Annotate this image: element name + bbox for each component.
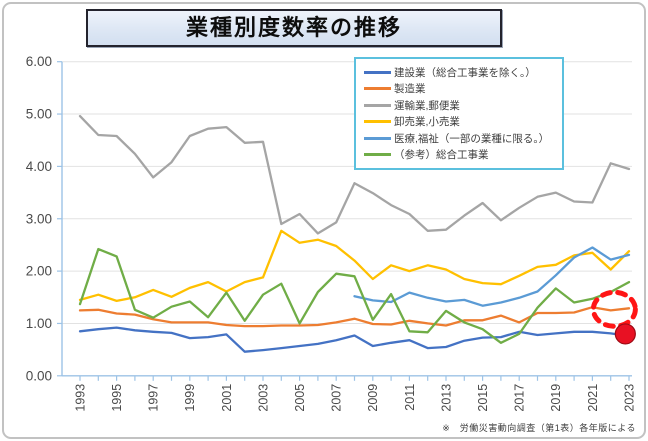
- legend-label: 建設業（総合工事業を除く。）: [394, 66, 536, 79]
- x-axis-label: 2011: [403, 384, 417, 411]
- x-axis-label: 1999: [183, 384, 197, 412]
- series-line: [353, 246, 631, 307]
- series-line: [78, 229, 631, 303]
- legend-line-swatch: [364, 70, 391, 74]
- x-axis-label: 1995: [110, 384, 124, 412]
- y-axis-label: 3.00: [26, 211, 52, 226]
- legend-item: 医療,福祉（一部の業種に限る。）: [364, 130, 556, 147]
- legend-item: 卸売業,小売業: [364, 114, 556, 131]
- x-axis-label: 2013: [439, 384, 453, 412]
- legend-label: （参考）総合工事業: [394, 149, 489, 162]
- y-axis-label: 4.00: [26, 159, 52, 174]
- legend-item: 運輸業,郵便業: [364, 97, 556, 114]
- x-axis-label: 2007: [330, 384, 344, 412]
- highlight-dashed-circle: [590, 289, 638, 329]
- y-axis-label: 6.00: [26, 54, 52, 69]
- legend-label: 医療,福祉（一部の業種に限る。）: [394, 132, 550, 145]
- series-line: [78, 114, 631, 235]
- legend-item: （参考）総合工事業: [364, 147, 556, 164]
- source-footnote: ※ 労働災害動向調査（第1表）各年版による: [442, 423, 636, 433]
- chart-legend: 建設業（総合工事業を除く。） 製造業運輸業,郵便業 卸売業,小売業医療,福祉（一部の…: [354, 57, 564, 170]
- legend-item: 製造業: [364, 81, 556, 98]
- highlight-solid-dot: [614, 323, 636, 345]
- series-line: [78, 306, 631, 328]
- series-line: [78, 326, 631, 353]
- x-axis-label: 2023: [622, 384, 636, 412]
- x-axis-label: 2003: [256, 384, 270, 412]
- x-axis-label: 2021: [586, 384, 600, 412]
- y-axis-label: 0.00: [26, 368, 52, 383]
- y-axis-label: 1.00: [26, 316, 52, 331]
- x-axis-label: 2001: [220, 384, 234, 412]
- legend-item: 建設業（総合工事業を除く。）: [364, 64, 556, 81]
- legend-line-swatch: [364, 87, 391, 91]
- chart-title-box: 業種別度数率の推移: [86, 9, 502, 47]
- x-axis-label: 2009: [366, 384, 380, 412]
- x-axis-label: 2015: [476, 384, 490, 412]
- chart-title: 業種別度数率の推移: [185, 15, 402, 40]
- legend-line-swatch: [364, 153, 391, 157]
- series-line: [78, 247, 631, 344]
- legend-label: 卸売業,小売業: [394, 116, 460, 129]
- x-axis-label: 1997: [147, 384, 161, 412]
- y-axis-label: 2.00: [26, 264, 52, 279]
- x-axis-label: 1993: [73, 384, 87, 412]
- legend-line-swatch: [364, 136, 391, 140]
- x-axis-label: 2017: [513, 384, 527, 412]
- legend-line-swatch: [364, 103, 391, 107]
- legend-label: 運輸業,郵便業: [394, 99, 460, 112]
- x-axis-label: 2005: [293, 384, 307, 412]
- legend-label: 製造業: [394, 83, 426, 96]
- legend-line-swatch: [364, 120, 391, 124]
- x-axis-label: 2019: [549, 384, 563, 412]
- y-axis-label: 5.00: [26, 107, 52, 122]
